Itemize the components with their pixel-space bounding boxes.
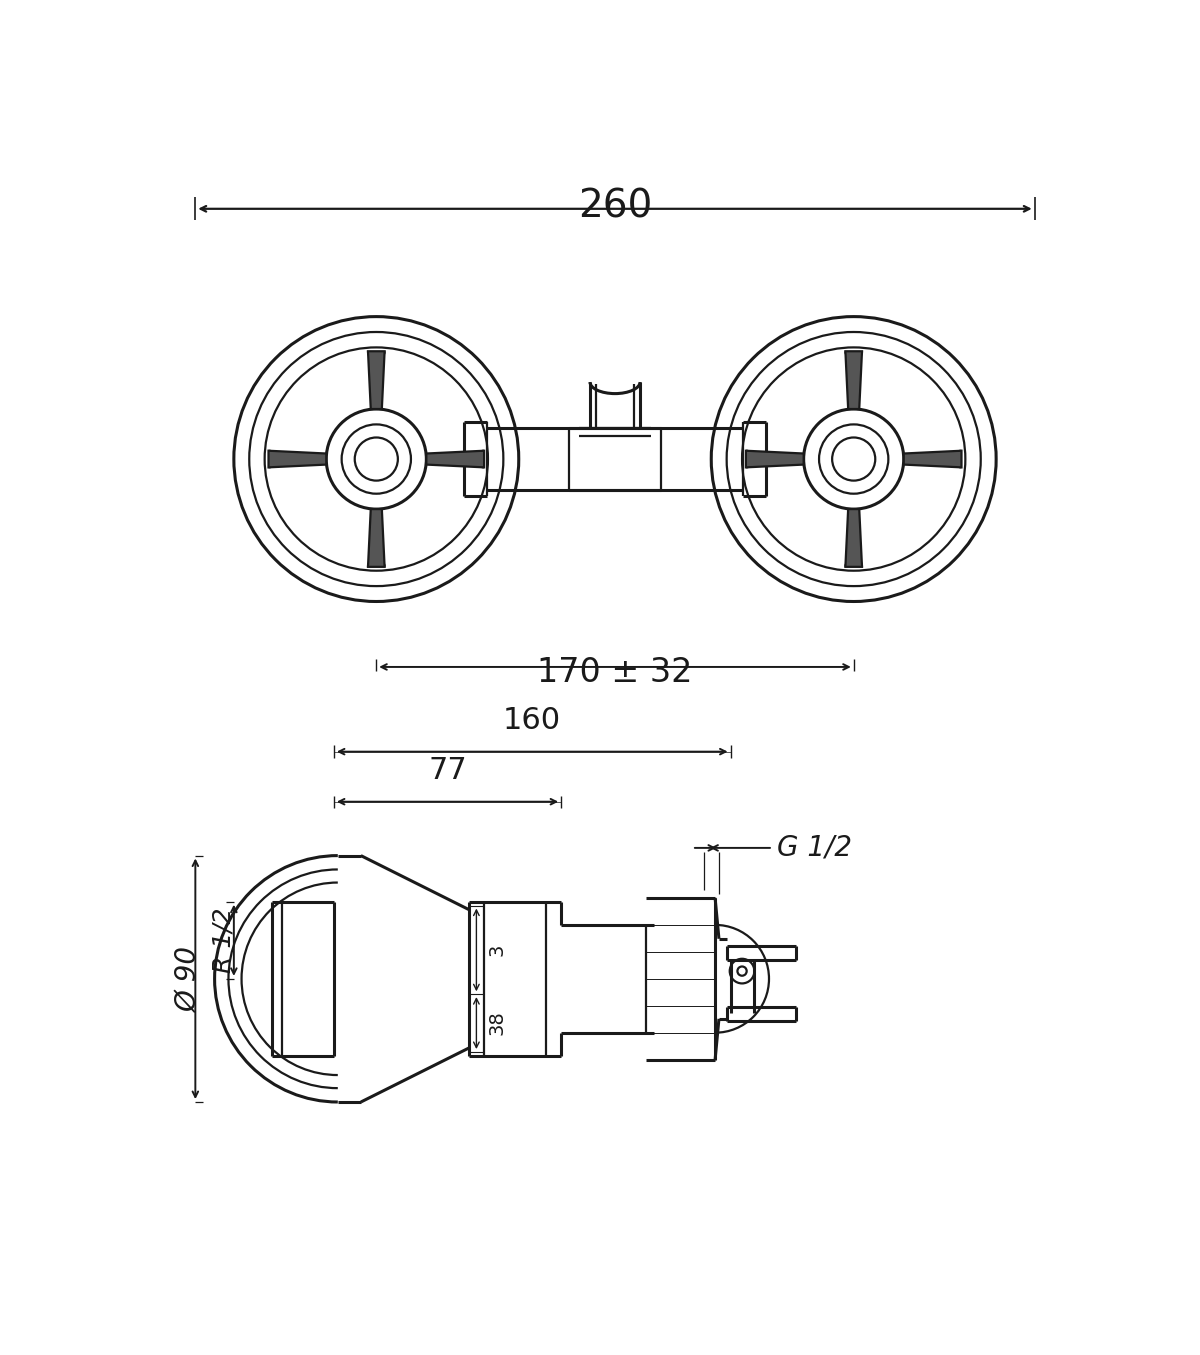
Polygon shape xyxy=(368,351,385,409)
Text: 160: 160 xyxy=(503,706,562,734)
Polygon shape xyxy=(368,509,385,566)
Circle shape xyxy=(832,438,875,481)
Polygon shape xyxy=(269,451,326,467)
Polygon shape xyxy=(845,509,862,566)
Polygon shape xyxy=(845,351,862,409)
Text: 3: 3 xyxy=(487,943,506,957)
Circle shape xyxy=(804,409,904,509)
Text: 77: 77 xyxy=(428,756,467,785)
Polygon shape xyxy=(904,451,961,467)
Text: 38: 38 xyxy=(487,1011,506,1035)
Circle shape xyxy=(326,409,426,509)
Text: 170 ± 32: 170 ± 32 xyxy=(538,656,692,688)
Polygon shape xyxy=(746,451,804,467)
Text: R 1/2: R 1/2 xyxy=(211,908,235,973)
Text: 260: 260 xyxy=(578,187,652,225)
Circle shape xyxy=(355,438,398,481)
Polygon shape xyxy=(426,451,484,467)
Text: Ø 90: Ø 90 xyxy=(175,946,203,1012)
Text: G 1/2: G 1/2 xyxy=(776,833,852,862)
